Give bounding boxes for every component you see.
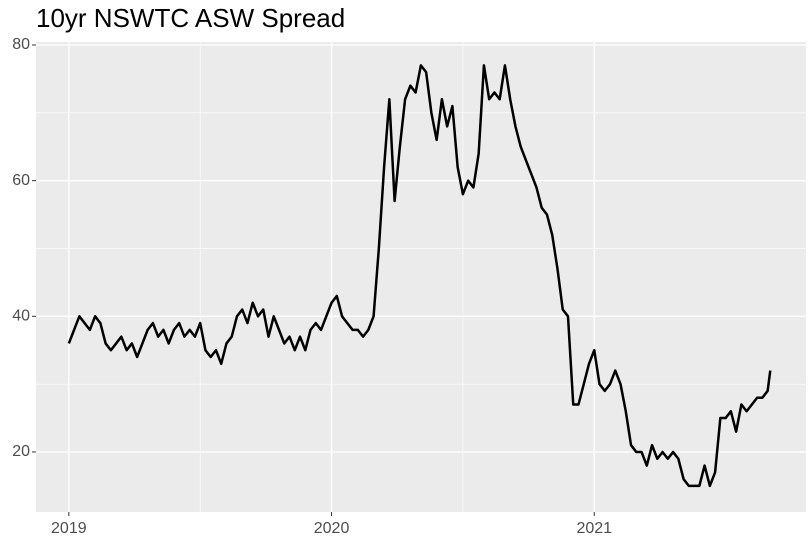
x-tick-label: 2021 <box>576 520 612 537</box>
chart-title: 10yr NSWTC ASW Spread <box>36 3 345 33</box>
x-tick-label: 2020 <box>314 520 350 537</box>
line <box>67 64 772 488</box>
y-tick-label: 20 <box>12 443 30 460</box>
y-tick-label: 80 <box>12 36 30 53</box>
y-tick-label: 60 <box>12 172 30 189</box>
panel <box>36 42 806 512</box>
x-tick-label: 2019 <box>51 520 87 537</box>
y-tick-label: 40 <box>12 308 30 325</box>
